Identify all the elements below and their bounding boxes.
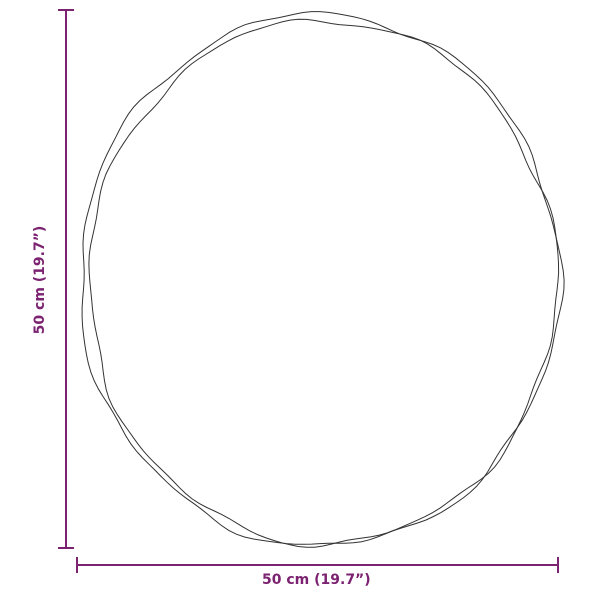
mirror-edge-outer xyxy=(81,11,565,545)
mirror-edge-inner xyxy=(88,18,560,548)
height-dimension xyxy=(58,9,74,549)
mirror-outline xyxy=(81,11,565,548)
width-dimension xyxy=(76,557,559,573)
width-label: 50 cm (19.7”) xyxy=(262,572,371,588)
height-label: 50 cm (19.7”) xyxy=(32,225,48,335)
